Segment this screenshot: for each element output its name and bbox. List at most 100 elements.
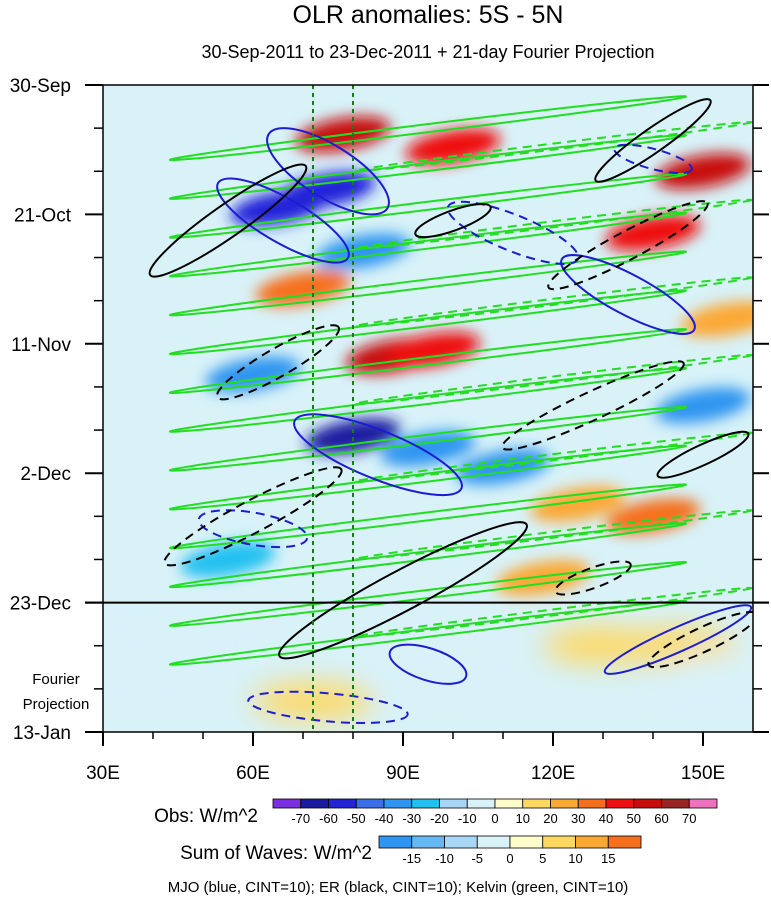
x-tick-label: 30E: [86, 763, 120, 784]
anomaly-blob: [305, 418, 401, 455]
colorbar-swatch: [577, 798, 607, 809]
colorbar-level-label: -70: [291, 811, 310, 826]
kelvin-contour: [168, 95, 688, 162]
colorbar-level-label: 60: [654, 811, 668, 826]
er-contour: [501, 360, 685, 451]
y-tick-label: 21-Oct: [14, 205, 72, 226]
colorbar-level-label: 70: [682, 811, 696, 826]
kelvin-contour: [353, 586, 753, 639]
kelvin-contour: [168, 483, 688, 550]
kelvin-contour: [353, 353, 753, 406]
reference-longitude-lines: [312, 85, 354, 732]
colorbar-level-label: 20: [543, 811, 557, 826]
mjo-contour: [216, 177, 350, 264]
chart-title: OLR anomalies: 5S - 5N: [293, 1, 564, 29]
mjo-contour: [247, 690, 409, 724]
projection-label-line2: Projection: [23, 696, 90, 713]
colorbar-level-label: 50: [627, 811, 641, 826]
er-contour: [215, 324, 341, 401]
y-tick-label: 11-Nov: [11, 335, 71, 356]
mjo-contour: [388, 643, 468, 685]
kelvin-contour: [168, 599, 688, 666]
colorbar-swatch: [550, 798, 579, 809]
chart-subtitle: 30-Sep-2011 to 23-Dec-2011 + 21-day Four…: [201, 42, 654, 62]
anomaly-blob: [605, 215, 701, 251]
y-tick-label: 13-Jan: [13, 723, 71, 744]
er-contour: [656, 430, 750, 479]
colorbar-level-label: 5: [539, 851, 546, 866]
colorbar-swatch: [300, 798, 329, 809]
mjo-contour: [613, 143, 693, 175]
mjo-contour: [266, 127, 390, 216]
colorbar-swatch: [607, 835, 642, 849]
mjo-contour: [603, 604, 753, 675]
colorbar-swatch: [328, 798, 357, 809]
y-tick-label: 2-Dec: [20, 464, 71, 485]
colorbar-level-label: -20: [430, 811, 449, 826]
colorbar-level-label: 30: [571, 811, 585, 826]
y-tick-label: 23-Dec: [10, 594, 71, 615]
colorbar-level-label: -10: [458, 811, 477, 826]
er-contour: [647, 610, 753, 669]
plot-background: [103, 85, 753, 732]
waves-colorbar: -15 -10 -5 0 5 10 15: [378, 835, 642, 866]
mjo-contour: [560, 254, 696, 335]
colorbar-swatch: [439, 798, 468, 809]
er-contour: [547, 200, 709, 291]
x-tick-label: 60E: [236, 763, 270, 784]
er-contour: [554, 560, 632, 596]
colorbar-level-label: -10: [435, 851, 454, 866]
colorbar-swatch: [476, 835, 511, 849]
anomaly-blob: [680, 301, 753, 337]
colorbar-swatch: [575, 835, 609, 849]
obs-colorbar-label: Obs: W/m^2: [154, 806, 258, 827]
colorbar-swatch: [411, 798, 440, 809]
colorbar-level-label: 10: [568, 851, 582, 866]
colorbar-level-label: -15: [402, 851, 421, 866]
x-tick-label: 120E: [531, 763, 575, 784]
y-tick-label: 30-Sep: [10, 76, 71, 97]
x-tick-label: 150E: [681, 763, 725, 784]
colorbar-swatch: [355, 798, 385, 809]
kelvin-contour: [168, 134, 688, 200]
er-contour: [278, 521, 528, 660]
anomaly-blob: [668, 652, 753, 689]
kelvin-contour: [168, 250, 688, 317]
colorbar-swatch: [661, 798, 690, 809]
colorbar-level-label: -40: [375, 811, 394, 826]
er-contour: [414, 202, 492, 239]
kelvin-contour: [168, 172, 688, 239]
colorbar-swatch: [444, 835, 478, 849]
y-axis: 30-Sep 21-Oct 11-Nov 2-Dec 23-Dec 13-Jan: [10, 76, 769, 744]
kelvin-contour: [168, 289, 688, 356]
plot-frame: [102, 84, 754, 733]
anomaly-blob: [655, 153, 751, 190]
x-axis: 30E 60E 90E 120E 150E: [86, 732, 725, 784]
wave-contours: [148, 95, 753, 724]
kelvin-contour: [168, 211, 688, 278]
colorbar-level-label: 40: [599, 811, 613, 826]
er-contour: [163, 466, 343, 567]
mjo-contour: [197, 509, 309, 549]
colorbar-level-label: -30: [402, 811, 421, 826]
obs-colorbar: -70 -60 -50 -40 -30 -20 -10 0 10 20 30 40 50 60 70: [272, 798, 718, 826]
anomaly-blob: [655, 387, 751, 424]
mjo-contour: [293, 413, 463, 497]
colorbar-swatch: [542, 835, 576, 849]
projection-label-line1: Fourier: [32, 671, 80, 688]
colorbar-level-label: 15: [601, 851, 615, 866]
kelvin-contour: [353, 431, 753, 483]
x-tick-label: 90E: [386, 763, 420, 784]
plot-area: [103, 85, 753, 732]
kelvin-contour: [168, 561, 688, 627]
colorbar-level-label: -5: [471, 851, 483, 866]
anomaly-blob: [368, 640, 488, 677]
colorbar-level-label: 0: [491, 811, 498, 826]
anomaly-blob: [530, 486, 626, 522]
colorbar-swatch: [378, 835, 413, 849]
colorbar-swatch: [272, 798, 302, 809]
kelvin-contour: [168, 522, 688, 589]
colorbar-swatch: [605, 798, 635, 809]
colorbar-swatch: [494, 798, 524, 809]
